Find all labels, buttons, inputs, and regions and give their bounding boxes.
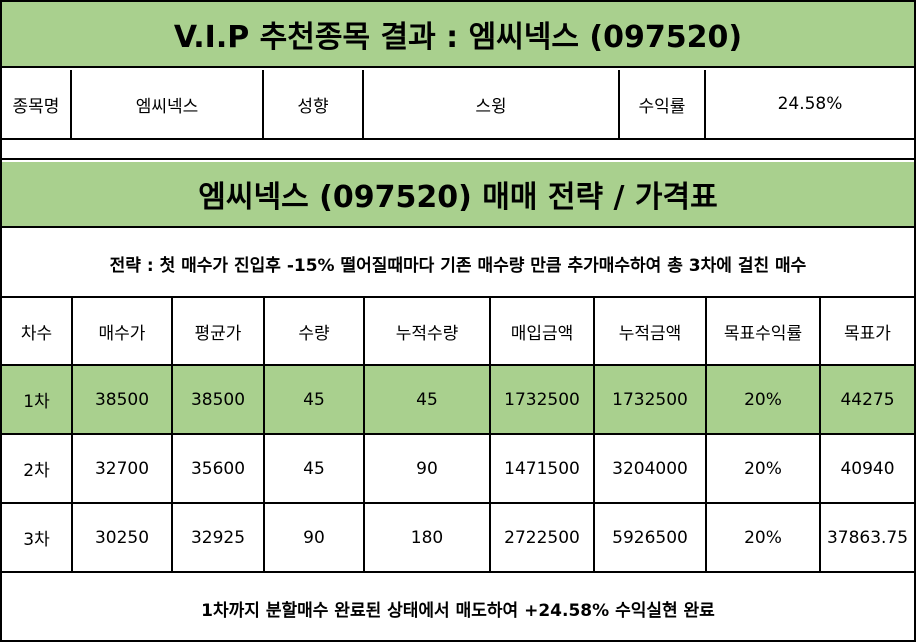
table-cell: 20% <box>705 433 821 504</box>
table-cell: 3204000 <box>593 433 707 504</box>
table-cell: 90 <box>263 502 365 573</box>
col-qty: 수량 <box>263 298 365 366</box>
table-cell: 5926500 <box>593 502 707 573</box>
table-row: 3차 30250 32925 90 180 2722500 5926500 20… <box>2 502 914 573</box>
page-title: V.I.P 추천종목 결과 : 엠씨넥스 (097520) <box>2 2 914 68</box>
table-cell: 45 <box>263 364 365 435</box>
table-cell: 1732500 <box>593 364 707 435</box>
strategy-title: 엠씨넥스 (097520) 매매 전략 / 가격표 <box>2 162 914 228</box>
table-cell: 38500 <box>171 364 265 435</box>
table-cell: 2차 <box>2 433 73 504</box>
price-table: 차수 매수가 평균가 수량 누적수량 매입금액 누적금액 목표수익률 목표가 1… <box>2 298 914 573</box>
style-label: 성향 <box>264 70 364 138</box>
table-cell: 45 <box>263 433 365 504</box>
table-cell: 32925 <box>171 502 265 573</box>
col-avg-price: 평균가 <box>171 298 265 366</box>
table-row: 1차 38500 38500 45 45 1732500 1732500 20%… <box>2 364 914 435</box>
return-label: 수익률 <box>620 70 706 138</box>
stock-name-value: 엠씨넥스 <box>72 70 264 138</box>
table-cell: 38500 <box>71 364 173 435</box>
col-cum-amount: 누적금액 <box>593 298 707 366</box>
table-cell: 90 <box>363 433 491 504</box>
col-cum-qty: 누적수량 <box>363 298 491 366</box>
spacer-row <box>2 142 914 160</box>
stock-info-row: 종목명 엠씨넥스 성향 스윙 수익률 24.58% <box>2 70 914 140</box>
table-cell: 44275 <box>819 364 914 435</box>
col-target-rate: 목표수익률 <box>705 298 821 366</box>
style-value: 스윙 <box>364 70 620 138</box>
table-cell: 2722500 <box>489 502 595 573</box>
table-cell: 30250 <box>71 502 173 573</box>
table-cell: 180 <box>363 502 491 573</box>
table-cell: 45 <box>363 364 491 435</box>
return-value: 24.58% <box>777 94 843 114</box>
table-cell: 1471500 <box>489 433 595 504</box>
table-cell: 40940 <box>819 433 914 504</box>
table-row: 2차 32700 35600 45 90 1471500 3204000 20%… <box>2 433 914 504</box>
table-header-row: 차수 매수가 평균가 수량 누적수량 매입금액 누적금액 목표수익률 목표가 <box>2 298 914 366</box>
strategy-text: 전략 : 첫 매수가 진입후 -15% 떨어질때마다 기존 매수량 만큼 추가매… <box>2 230 914 298</box>
table-cell: 32700 <box>71 433 173 504</box>
col-round: 차수 <box>2 298 73 366</box>
result-footer: 1차까지 분할매수 완료된 상태에서 매도하여 +24.58% 수익실현 완료 <box>201 600 715 621</box>
stock-name-label: 종목명 <box>2 70 72 138</box>
table-cell: 1732500 <box>489 364 595 435</box>
table-cell: 35600 <box>171 433 265 504</box>
table-cell: 1차 <box>2 364 73 435</box>
table-cell: 20% <box>705 502 821 573</box>
table-cell: 37863.75 <box>819 502 914 573</box>
col-target-price: 목표가 <box>819 298 914 366</box>
col-buy-amount: 매입금액 <box>489 298 595 366</box>
table-cell: 3차 <box>2 502 73 573</box>
col-buy-price: 매수가 <box>71 298 173 366</box>
table-cell: 20% <box>705 364 821 435</box>
